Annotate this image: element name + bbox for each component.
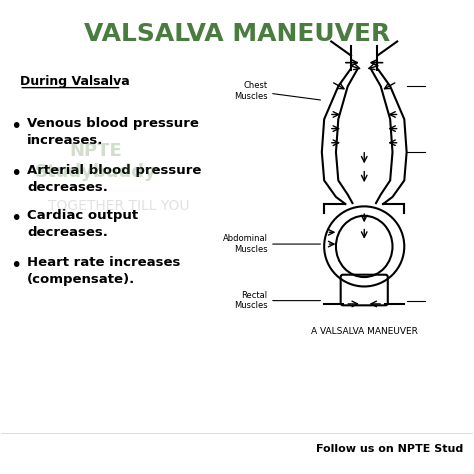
Text: Chest
Muscles: Chest Muscles	[234, 81, 268, 100]
Text: VALSALVA MANEUVER: VALSALVA MANEUVER	[84, 22, 390, 46]
Text: TOGETHER TILL YOU: TOGETHER TILL YOU	[48, 200, 190, 213]
Text: •: •	[10, 256, 21, 275]
Text: During Valsalva: During Valsalva	[20, 75, 130, 88]
Text: Arterial blood pressure
decreases.: Arterial blood pressure decreases.	[27, 164, 201, 194]
Text: Cardiac output
decreases.: Cardiac output decreases.	[27, 209, 138, 239]
Text: A VALSALVA MANEUVER: A VALSALVA MANEUVER	[311, 327, 418, 336]
Text: Heart rate increases
(compensate).: Heart rate increases (compensate).	[27, 256, 181, 286]
Text: Follow us on NPTE Stud: Follow us on NPTE Stud	[316, 444, 463, 454]
Text: NPTE
Studybuddy: NPTE Studybuddy	[35, 142, 156, 181]
Text: •: •	[10, 209, 21, 228]
Text: Rectal
Muscles: Rectal Muscles	[234, 291, 268, 310]
Text: Abdominal
Muscles: Abdominal Muscles	[223, 234, 268, 254]
Text: •: •	[10, 117, 21, 136]
Text: •: •	[10, 164, 21, 183]
Text: Venous blood pressure
increases.: Venous blood pressure increases.	[27, 117, 199, 147]
